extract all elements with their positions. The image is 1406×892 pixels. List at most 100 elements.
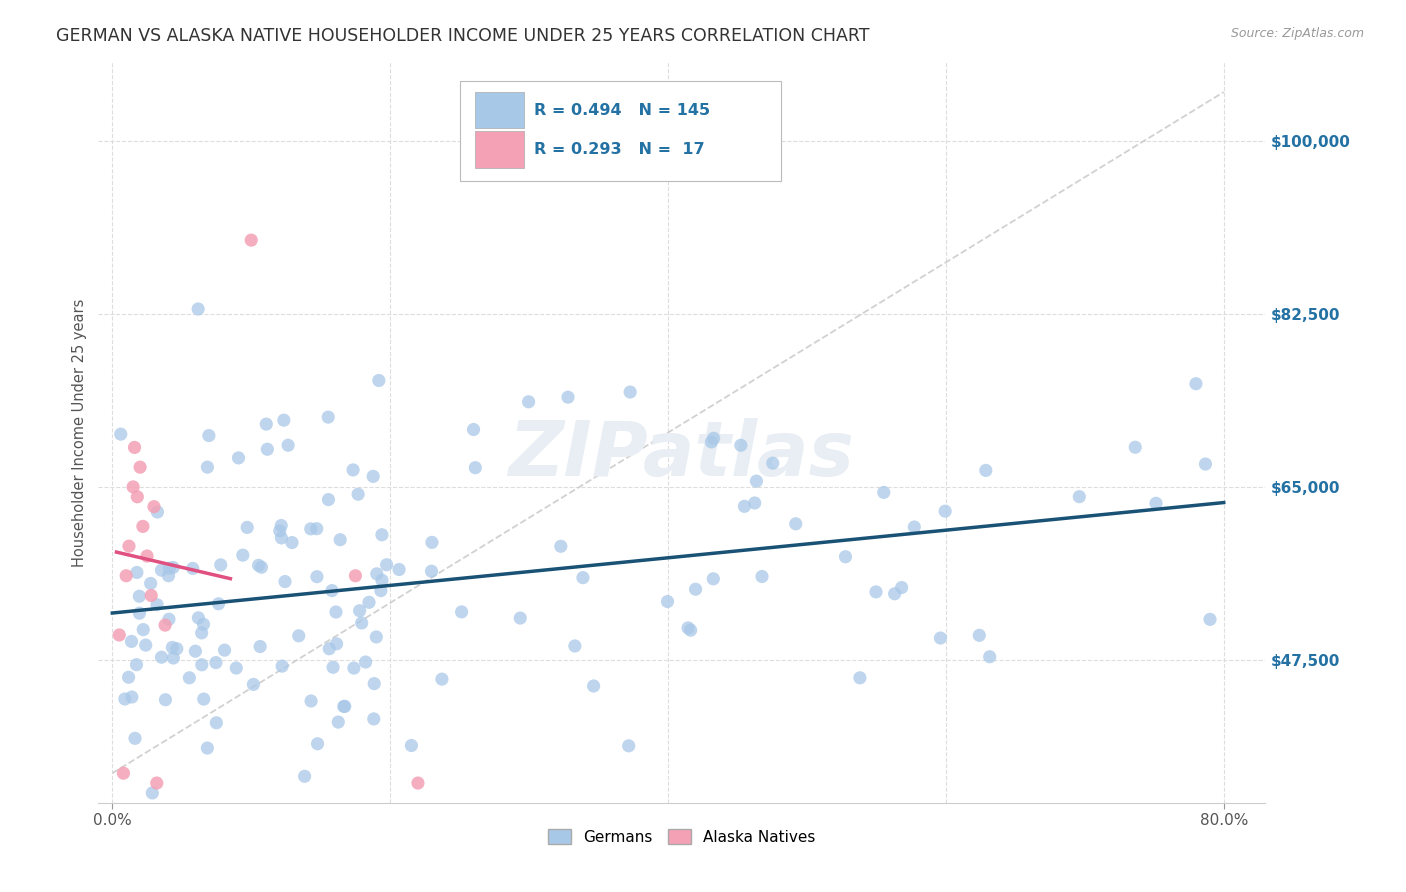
Point: [702, 572, 724, 586]
Point: [354, 655, 377, 669]
Point: [1123, 440, 1146, 454]
Text: Source: ZipAtlas.com: Source: ZipAtlas.com: [1230, 27, 1364, 40]
Point: [333, 699, 356, 714]
Point: [366, 630, 388, 644]
Point: [744, 496, 766, 510]
Point: [344, 568, 367, 582]
Point: [250, 560, 273, 574]
Point: [190, 625, 212, 640]
Point: [270, 518, 292, 533]
Point: [430, 672, 453, 686]
Point: [205, 715, 228, 730]
Point: [370, 583, 392, 598]
Point: [143, 500, 166, 514]
Point: [371, 574, 394, 588]
Point: [557, 390, 579, 404]
Point: [232, 548, 254, 562]
Point: [388, 562, 411, 576]
Point: [979, 649, 1001, 664]
Point: [124, 441, 146, 455]
Point: [299, 694, 322, 708]
Point: [271, 659, 294, 673]
Point: [157, 568, 180, 582]
Point: [751, 569, 773, 583]
Point: [299, 522, 322, 536]
Point: [307, 737, 329, 751]
Point: [153, 618, 176, 632]
Point: [139, 576, 162, 591]
Point: [550, 539, 572, 553]
Point: [157, 561, 180, 575]
Point: [125, 566, 148, 580]
Point: [141, 786, 163, 800]
Point: [420, 535, 443, 549]
Point: [1185, 376, 1208, 391]
Point: [1069, 490, 1091, 504]
Point: [118, 539, 141, 553]
FancyBboxPatch shape: [460, 81, 782, 181]
Point: [247, 558, 270, 573]
Point: [162, 651, 184, 665]
Point: [785, 516, 807, 531]
Point: [873, 485, 896, 500]
Point: [934, 504, 956, 518]
Point: [141, 589, 163, 603]
Point: [316, 410, 339, 425]
Point: [225, 661, 247, 675]
Point: [108, 628, 131, 642]
Point: [333, 699, 356, 714]
Point: [195, 741, 218, 756]
Point: [162, 560, 184, 574]
Point: [733, 500, 755, 514]
Point: [162, 640, 184, 655]
Point: [329, 533, 352, 547]
Point: [254, 417, 277, 431]
Point: [617, 739, 640, 753]
Point: [236, 520, 259, 534]
Point: [974, 463, 997, 477]
Point: [762, 456, 785, 470]
Point: [401, 739, 423, 753]
Point: [361, 469, 384, 483]
Point: [127, 490, 149, 504]
Point: [679, 623, 702, 637]
Point: [1144, 496, 1167, 510]
Point: [114, 692, 136, 706]
Point: [146, 776, 169, 790]
Point: [564, 639, 586, 653]
Point: [1194, 457, 1216, 471]
Point: [1199, 612, 1222, 626]
Point: [343, 661, 366, 675]
Point: [128, 589, 150, 603]
Point: [375, 558, 398, 572]
Point: [294, 769, 316, 783]
Point: [240, 233, 263, 247]
Point: [347, 487, 370, 501]
Point: [357, 595, 380, 609]
Point: [342, 463, 364, 477]
Point: [703, 431, 725, 445]
Point: [155, 692, 177, 706]
Text: ZIPatlas: ZIPatlas: [509, 417, 855, 491]
Point: [125, 657, 148, 672]
Point: [274, 574, 297, 589]
Point: [745, 474, 768, 488]
Point: [406, 776, 429, 790]
Point: [287, 629, 309, 643]
Legend: Germans, Alaska Natives: Germans, Alaska Natives: [543, 822, 821, 851]
Point: [129, 460, 152, 475]
Point: [122, 480, 145, 494]
Point: [325, 637, 347, 651]
Point: [184, 644, 207, 658]
Point: [187, 301, 209, 316]
Point: [187, 611, 209, 625]
Point: [865, 585, 887, 599]
Point: [322, 660, 344, 674]
Point: [124, 731, 146, 746]
Point: [249, 640, 271, 654]
Point: [214, 643, 236, 657]
Point: [657, 594, 679, 608]
Point: [883, 587, 905, 601]
Point: [197, 460, 219, 475]
Text: GERMAN VS ALASKA NATIVE HOUSEHOLDER INCOME UNDER 25 YEARS CORRELATION CHART: GERMAN VS ALASKA NATIVE HOUSEHOLDER INCO…: [56, 27, 870, 45]
